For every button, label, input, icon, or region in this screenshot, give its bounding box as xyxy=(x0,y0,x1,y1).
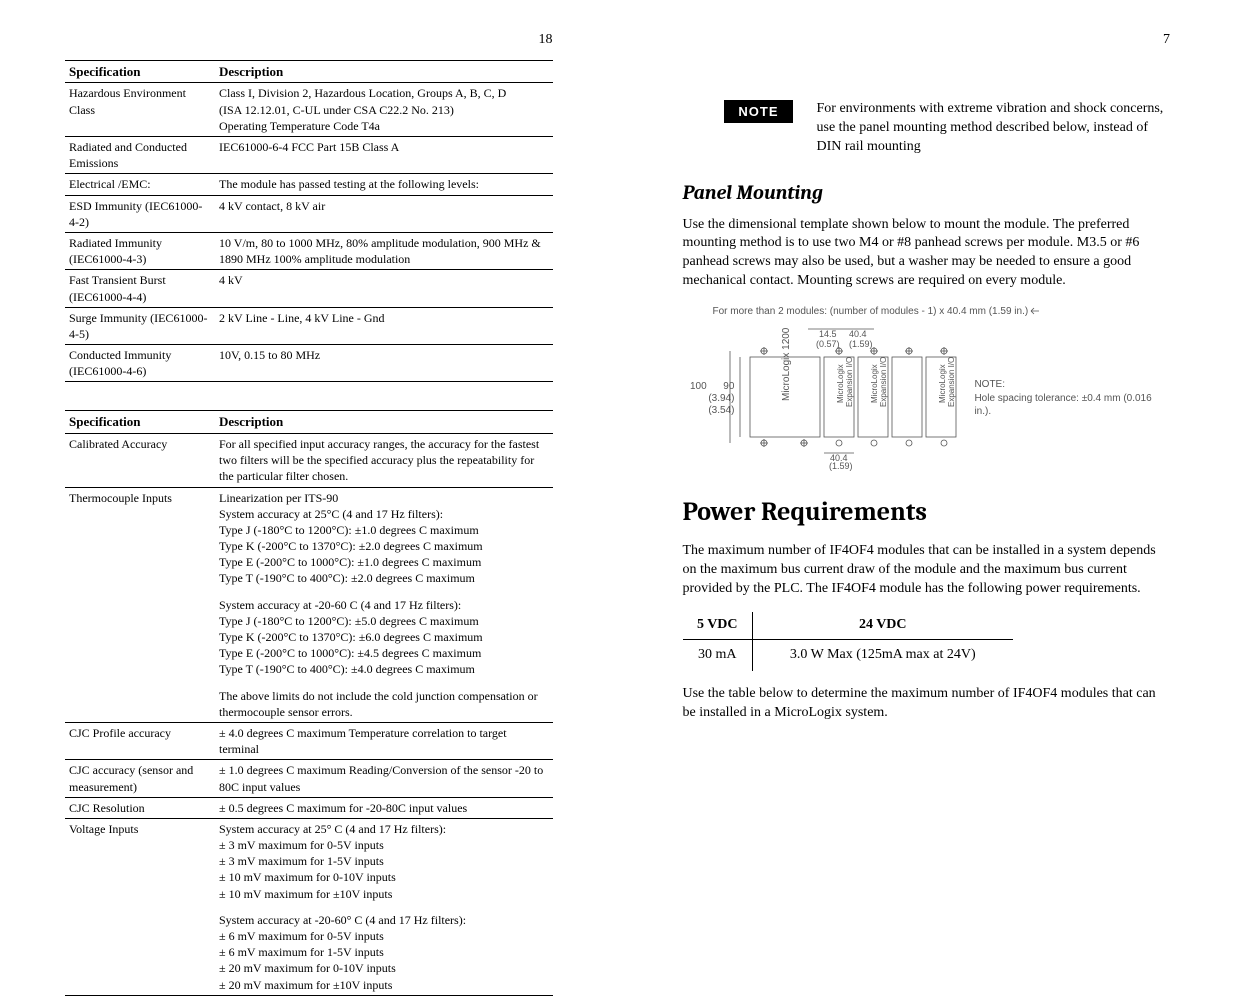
power-td-30ma: 30 mA xyxy=(683,640,753,671)
svg-text:Expansion I/O: Expansion I/O xyxy=(947,356,956,406)
table-row: Voltage InputsSystem accuracy at 25° C (… xyxy=(65,818,553,995)
desc-cell: IEC61000-6-4 FCC Part 15B Class A xyxy=(215,137,553,174)
table-row: Surge Immunity (IEC61000-4-5)2 kV Line -… xyxy=(65,307,553,344)
spec-cell: Radiated Immunity (IEC61000-4-3) xyxy=(65,232,215,269)
desc-cell: 10V, 0.15 to 80 MHz xyxy=(215,345,553,382)
spec-cell: Surge Immunity (IEC61000-4-5) xyxy=(65,307,215,344)
svg-text:MicroLogix: MicroLogix xyxy=(938,364,947,403)
diagram-left-dims: 100 90 (3.94)(3.54) xyxy=(683,381,735,417)
table-row: CJC Resolution± 0.5 degrees C maximum fo… xyxy=(65,797,553,818)
desc-cell: For all specified input accuracy ranges,… xyxy=(215,433,553,487)
spec-cell: Fast Transient Burst (IEC61000-4-4) xyxy=(65,270,215,307)
desc-cell: ± 4.0 degrees C maximum Temperature corr… xyxy=(215,722,553,759)
desc-cell: The module has passed testing at the fol… xyxy=(215,174,553,195)
desc-cell: 10 V/m, 80 to 1000 MHz, 80% amplitude mo… xyxy=(215,232,553,269)
panel-mounting-body: Use the dimensional template shown below… xyxy=(683,216,1171,292)
th-desc: Description xyxy=(215,411,553,434)
power-body-2: Use the table below to determine the max… xyxy=(683,685,1171,723)
desc-cell: 4 kV contact, 8 kV air xyxy=(215,195,553,232)
diagram-note: NOTE: Hole spacing tolerance: ±0.4 mm (0… xyxy=(974,378,1170,419)
desc-cell: 4 kV xyxy=(215,270,553,307)
spec-cell: Calibrated Accuracy xyxy=(65,433,215,487)
th-spec: Specification xyxy=(65,60,215,83)
svg-text:(1.59): (1.59) xyxy=(829,461,853,471)
dimensional-diagram: For more than 2 modules: (number of modu… xyxy=(683,305,1171,469)
power-td-3w: 3.0 W Max (125mA max at 24V) xyxy=(753,640,1013,671)
table-row: Conducted Immunity (IEC61000-4-6)10V, 0.… xyxy=(65,345,553,382)
desc-cell: Linearization per ITS-90System accuracy … xyxy=(215,487,553,722)
note-text: For environments with extreme vibration … xyxy=(817,100,1171,157)
desc-cell: 2 kV Line - Line, 4 kV Line - Gnd xyxy=(215,307,553,344)
spec-cell: CJC accuracy (sensor and measurement) xyxy=(65,760,215,797)
spec-cell: Electrical /EMC: xyxy=(65,174,215,195)
page-number-left: 18 xyxy=(65,30,553,50)
power-table: 5 VDC 24 VDC 30 mA 3.0 W Max (125mA max … xyxy=(683,612,1013,671)
power-th-5vdc: 5 VDC xyxy=(683,612,753,639)
left-page: 18 Specification Description Hazardous E… xyxy=(0,0,618,954)
svg-text:14.5: 14.5 xyxy=(819,329,837,339)
spec-table-1: Specification Description Hazardous Envi… xyxy=(65,60,553,383)
note-block: NOTE For environments with extreme vibra… xyxy=(683,100,1171,157)
svg-text:MicroLogix 1200: MicroLogix 1200 xyxy=(781,327,792,401)
table-row: Radiated Immunity (IEC61000-4-3)10 V/m, … xyxy=(65,232,553,269)
spec-cell: Thermocouple Inputs xyxy=(65,487,215,722)
power-th-24vdc: 24 VDC xyxy=(753,612,1013,639)
table-row: Electrical /EMC:The module has passed te… xyxy=(65,174,553,195)
power-req-heading: Power Requirements xyxy=(683,495,1171,530)
table-row: Calibrated AccuracyFor all specified inp… xyxy=(65,433,553,487)
svg-text:(1.59): (1.59) xyxy=(849,339,873,349)
spec-cell: Radiated and Conducted Emissions xyxy=(65,137,215,174)
svg-text:(0.57): (0.57) xyxy=(816,339,840,349)
table-row: CJC Profile accuracy± 4.0 degrees C maxi… xyxy=(65,722,553,759)
table-row: Radiated and Conducted EmissionsIEC61000… xyxy=(65,137,553,174)
page-num: 18 xyxy=(539,32,553,47)
spec-cell: CJC Resolution xyxy=(65,797,215,818)
table-row: CJC accuracy (sensor and measurement)± 1… xyxy=(65,760,553,797)
desc-cell: System accuracy at 25° C (4 and 17 Hz fi… xyxy=(215,818,553,995)
spec-cell: ESD Immunity (IEC61000-4-2) xyxy=(65,195,215,232)
desc-cell: Class I, Division 2, Hazardous Location,… xyxy=(215,83,553,137)
svg-text:MicroLogix: MicroLogix xyxy=(870,364,879,403)
spec-cell: Voltage Inputs xyxy=(65,818,215,995)
desc-cell: ± 1.0 degrees C maximum Reading/Conversi… xyxy=(215,760,553,797)
table-row: Thermocouple InputsLinearization per ITS… xyxy=(65,487,553,722)
page-number-right: 7 xyxy=(683,30,1171,50)
th-spec: Specification xyxy=(65,411,215,434)
svg-text:Expansion I/O: Expansion I/O xyxy=(845,356,854,406)
panel-mounting-heading: Panel Mounting xyxy=(683,179,1171,206)
diagram-svg: 14.5 40.4 (0.57) (1.59) MicroLogix 1200 xyxy=(744,329,964,469)
th-desc: Description xyxy=(215,60,553,83)
spec-cell: CJC Profile accuracy xyxy=(65,722,215,759)
spec-cell: Hazardous Environment Class xyxy=(65,83,215,137)
table-row: ESD Immunity (IEC61000-4-2)4 kV contact,… xyxy=(65,195,553,232)
svg-text:Expansion I/O: Expansion I/O xyxy=(879,356,888,406)
diagram-caption: For more than 2 modules: (number of modu… xyxy=(713,305,1171,319)
desc-cell: ± 0.5 degrees C maximum for -20-80C inpu… xyxy=(215,797,553,818)
spec-cell: Conducted Immunity (IEC61000-4-6) xyxy=(65,345,215,382)
right-page: 7 NOTE For environments with extreme vib… xyxy=(618,0,1235,954)
svg-text:MicroLogix: MicroLogix xyxy=(836,364,845,403)
note-badge: NOTE xyxy=(724,100,792,124)
power-body-1: The maximum number of IF4OF4 modules tha… xyxy=(683,542,1171,599)
spec-table-2: Specification Description Calibrated Acc… xyxy=(65,410,553,995)
table-row: Hazardous Environment ClassClass I, Divi… xyxy=(65,83,553,137)
page-num: 7 xyxy=(1163,32,1170,47)
svg-text:40.4: 40.4 xyxy=(849,329,867,339)
table-row: Fast Transient Burst (IEC61000-4-4)4 kV xyxy=(65,270,553,307)
